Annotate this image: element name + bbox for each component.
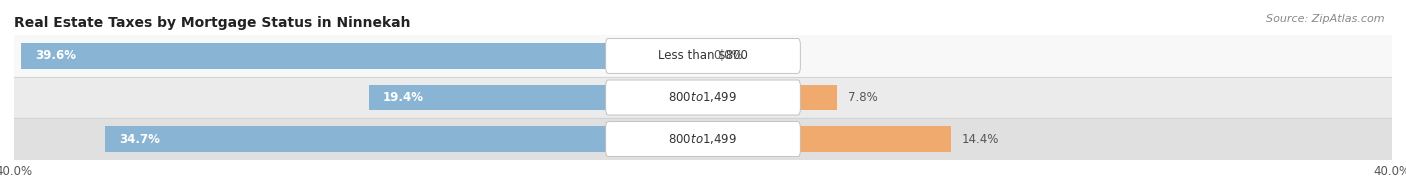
Text: 34.7%: 34.7% — [120, 133, 160, 146]
Text: Real Estate Taxes by Mortgage Status in Ninnekah: Real Estate Taxes by Mortgage Status in … — [14, 16, 411, 30]
Bar — [703, 85, 838, 110]
Text: 14.4%: 14.4% — [962, 133, 998, 146]
Bar — [14, 118, 1392, 160]
Text: $800 to $1,499: $800 to $1,499 — [668, 132, 738, 146]
FancyBboxPatch shape — [606, 80, 800, 115]
Text: $800 to $1,499: $800 to $1,499 — [668, 90, 738, 105]
FancyBboxPatch shape — [606, 38, 800, 73]
Bar — [703, 126, 950, 152]
Bar — [368, 85, 703, 110]
Text: 7.8%: 7.8% — [848, 91, 877, 104]
Bar — [14, 77, 1392, 118]
Text: Source: ZipAtlas.com: Source: ZipAtlas.com — [1267, 14, 1385, 24]
Bar — [21, 43, 703, 69]
Text: 0.0%: 0.0% — [713, 49, 742, 62]
Text: Less than $800: Less than $800 — [658, 49, 748, 62]
Text: 19.4%: 19.4% — [382, 91, 423, 104]
FancyBboxPatch shape — [606, 122, 800, 157]
Bar — [14, 35, 1392, 77]
Text: 39.6%: 39.6% — [35, 49, 76, 62]
Bar — [105, 126, 703, 152]
